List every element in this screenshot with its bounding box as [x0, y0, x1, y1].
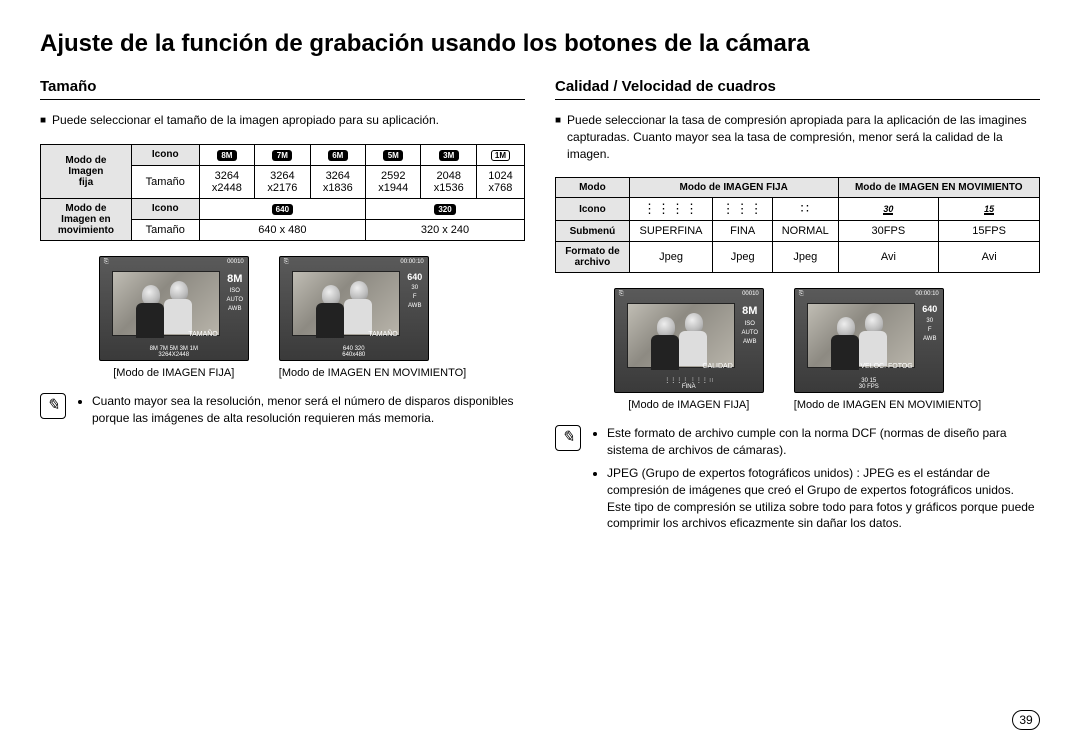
right-previews: ⎘00010 8MISOAUTOAWB CALIDAD ⋮⋮⋮⋮ ⋮⋮⋮ ∷FI…	[555, 288, 1040, 411]
q-lcd-movie: ⎘00:00:10 64030FAWB VELOC. FOTOG 30 1530…	[794, 288, 944, 393]
right-note-0: Este formato de archivo cumple con la no…	[607, 425, 1040, 459]
left-column: Tamaño ■ Puede seleccionar el tamaño de …	[40, 78, 525, 538]
lcd-movie: ⎘00:00:10 64030FAWB TAMAÑO 640 320640x48…	[279, 256, 429, 361]
size-320: 320 x 240	[366, 219, 525, 240]
right-notes: ✎ Este formato de archivo cumple con la …	[555, 425, 1040, 538]
size-val-0: 3264 x2448	[199, 165, 254, 198]
still-preview: ⎘00010 8MISOAUTOAWB TAMAÑO 8M 7M 5M 3M 1…	[99, 256, 249, 379]
size-640: 640 x 480	[199, 219, 365, 240]
q-still-preview: ⎘00010 8MISOAUTOAWB CALIDAD ⋮⋮⋮⋮ ⋮⋮⋮ ∷FI…	[614, 288, 764, 411]
icon-7m: 7M	[255, 144, 310, 165]
icon-6m: 6M	[310, 144, 365, 165]
icon-row-head: Icono	[131, 144, 199, 165]
q-still-caption: [Modo de IMAGEN FIJA]	[614, 399, 764, 411]
q-icon-15fps: 15	[939, 198, 1040, 221]
left-note: ✎ Cuanto mayor sea la resolución, menor …	[40, 393, 525, 433]
q-format-head: Formato de archivo	[556, 242, 630, 273]
q-icon-30fps: 30	[838, 198, 939, 221]
movie-mode-label: Modo de Imagen en movimiento	[41, 198, 132, 240]
right-note-1: JPEG (Grupo de expertos fotográficos uni…	[607, 465, 1040, 532]
size-table: Modo de Imagen fija Icono 8M 7M 6M 5M 3M…	[40, 144, 525, 241]
size-val-2: 3264 x1836	[310, 165, 365, 198]
q-submenu-head: Submenú	[556, 221, 630, 242]
size-val-5: 1024 x768	[476, 165, 524, 198]
q-icon-normal: ∷	[773, 198, 838, 221]
q-fmt-1: Jpeg	[713, 242, 773, 273]
q-fmt-3: Avi	[838, 242, 939, 273]
size-val-3: 2592 x1944	[366, 165, 421, 198]
q-sub-0: SUPERFINA	[629, 221, 712, 242]
quality-table: Modo Modo de IMAGEN FIJA Modo de IMAGEN …	[555, 177, 1040, 273]
square-bullet-icon: ■	[40, 114, 46, 129]
size-intro-text: Puede seleccionar el tamaño de la imagen…	[52, 112, 439, 129]
still-mode-label: Modo de Imagen fija	[41, 144, 132, 198]
q-sub-3: 30FPS	[838, 221, 939, 242]
q-icon-superfine: ⋮⋮⋮⋮	[629, 198, 712, 221]
size-heading: Tamaño	[40, 78, 525, 100]
q-still-head: Modo de IMAGEN FIJA	[629, 178, 838, 198]
q-mode-head: Modo	[556, 178, 630, 198]
size-row-head: Tamaño	[131, 165, 199, 198]
size-val-1: 3264 x2176	[255, 165, 310, 198]
quality-intro: ■ Puede seleccionar la tasa de compresió…	[555, 112, 1040, 162]
page-number: 39	[1012, 710, 1040, 730]
q-sub-4: 15FPS	[939, 221, 1040, 242]
page-title: Ajuste de la función de grabación usando…	[40, 30, 1040, 58]
size-intro: ■ Puede seleccionar el tamaño de la imag…	[40, 112, 525, 129]
icon-3m: 3M	[421, 144, 476, 165]
q-icon-fine: ⋮⋮⋮	[713, 198, 773, 221]
q-icon-head: Icono	[556, 198, 630, 221]
left-note-text: Cuanto mayor sea la resolución, menor se…	[92, 393, 525, 427]
q-sub-1: FINA	[713, 221, 773, 242]
note-icon: ✎	[555, 425, 581, 451]
square-bullet-icon: ■	[555, 114, 561, 162]
icon-8m: 8M	[199, 144, 254, 165]
icon-320: 320	[366, 198, 525, 219]
icon-640: 640	[199, 198, 365, 219]
q-fmt-2: Jpeg	[773, 242, 838, 273]
icon-5m: 5M	[366, 144, 421, 165]
movie-preview-caption: [Modo de IMAGEN EN MOVIMIENTO]	[279, 367, 466, 379]
size-val-4: 2048 x1536	[421, 165, 476, 198]
q-sub-2: NORMAL	[773, 221, 838, 242]
q-movie-caption: [Modo de IMAGEN EN MOVIMIENTO]	[794, 399, 981, 411]
q-fmt-4: Avi	[939, 242, 1040, 273]
still-preview-caption: [Modo de IMAGEN FIJA]	[99, 367, 249, 379]
q-lcd-still: ⎘00010 8MISOAUTOAWB CALIDAD ⋮⋮⋮⋮ ⋮⋮⋮ ∷FI…	[614, 288, 764, 393]
left-previews: ⎘00010 8MISOAUTOAWB TAMAÑO 8M 7M 5M 3M 1…	[40, 256, 525, 379]
q-fmt-0: Jpeg	[629, 242, 712, 273]
icon-1m: 1M	[476, 144, 524, 165]
lcd-still: ⎘00010 8MISOAUTOAWB TAMAÑO 8M 7M 5M 3M 1…	[99, 256, 249, 361]
note-icon: ✎	[40, 393, 66, 419]
movie-preview: ⎘00:00:10 64030FAWB TAMAÑO 640 320640x48…	[279, 256, 466, 379]
quality-intro-text: Puede seleccionar la tasa de compresión …	[567, 112, 1040, 162]
right-column: Calidad / Velocidad de cuadros ■ Puede s…	[555, 78, 1040, 538]
icon-row-head-2: Icono	[131, 198, 199, 219]
two-column-layout: Tamaño ■ Puede seleccionar el tamaño de …	[40, 78, 1040, 538]
quality-heading: Calidad / Velocidad de cuadros	[555, 78, 1040, 100]
q-movie-preview: ⎘00:00:10 64030FAWB VELOC. FOTOG 30 1530…	[794, 288, 981, 411]
q-movie-head: Modo de IMAGEN EN MOVIMIENTO	[838, 178, 1039, 198]
size-row-head-2: Tamaño	[131, 219, 199, 240]
